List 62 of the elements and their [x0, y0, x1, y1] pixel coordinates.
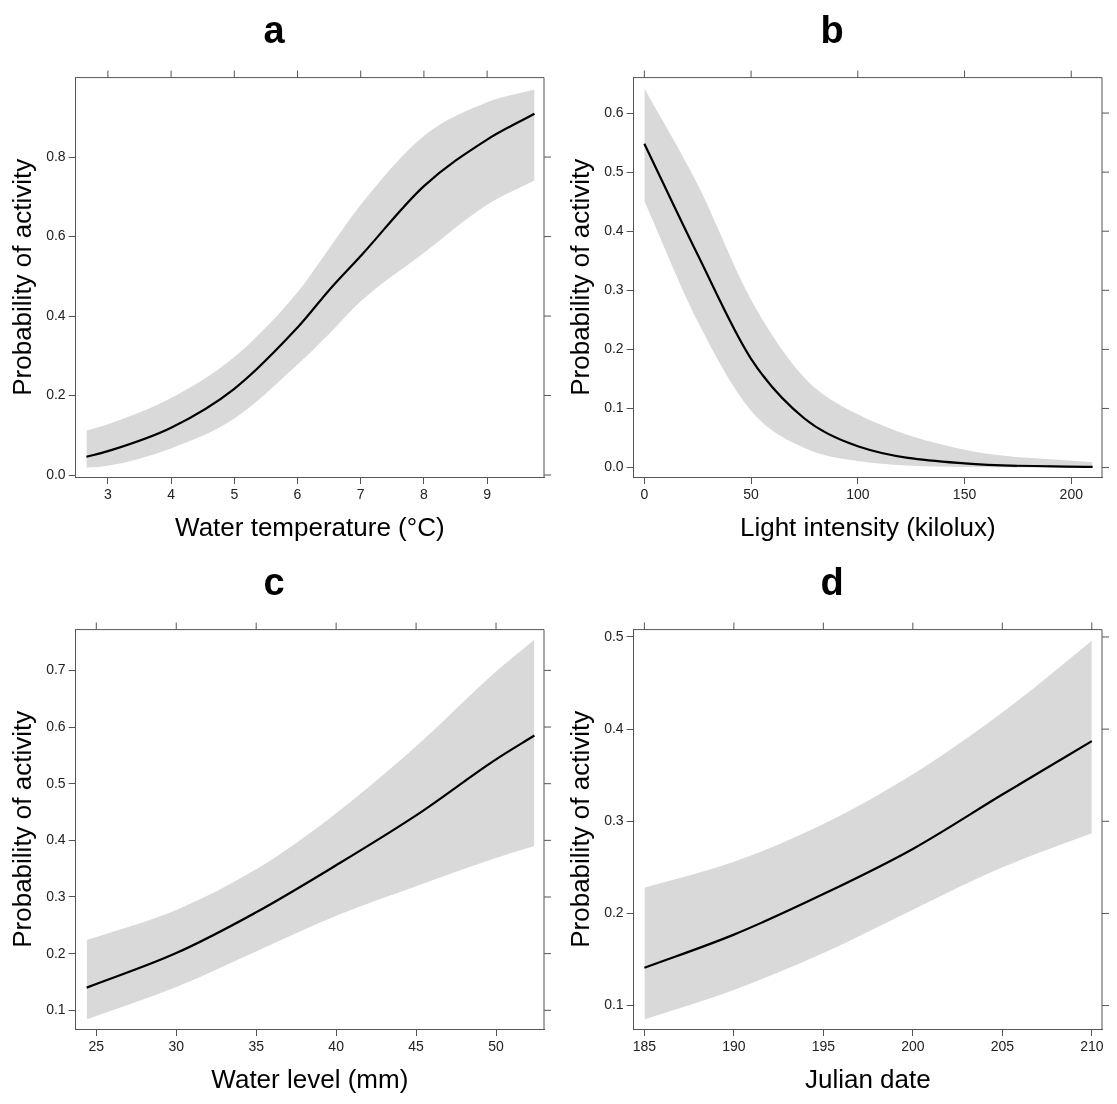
chart-title: d [820, 561, 844, 604]
x-tick-label: 185 [632, 1038, 657, 1055]
line-series [643, 740, 1093, 969]
y-tick-label: 0.2 [46, 944, 66, 961]
x-tick-label: 45 [408, 1038, 425, 1055]
x-tick-label: 25 [88, 1038, 105, 1055]
x-tick-label: 6 [293, 486, 302, 503]
x-axis-title: Water temperature (°C) [175, 511, 445, 542]
y-tick-label: 0.4 [604, 222, 624, 239]
y-tick-label: 0.3 [604, 812, 624, 829]
y-tick-label: 0.0 [604, 458, 624, 475]
x-tick-label: 3 [104, 486, 112, 503]
x-tick-label: 210 [1080, 1038, 1104, 1055]
line-series [85, 734, 536, 989]
y-tick-label: 0.2 [46, 386, 66, 403]
x-tick-label: 205 [990, 1038, 1015, 1055]
y-axis-title: Probability of activity [6, 158, 37, 396]
y-tick-label: 0.2 [604, 340, 624, 357]
y-tick-label: 0.0 [46, 465, 66, 482]
x-tick-label: 8 [420, 486, 429, 503]
x-axis-title: Julian date [804, 1063, 931, 1094]
x-tick-label: 5 [230, 486, 239, 503]
x-tick-label: 35 [248, 1038, 265, 1055]
x-tick-label: 4 [167, 486, 176, 503]
y-tick-label: 0.4 [46, 831, 66, 848]
x-tick-label: 100 [846, 486, 870, 503]
x-axis-title: Light intensity (kilolux) [739, 511, 996, 542]
y-tick-label: 0.4 [46, 306, 66, 323]
x-tick-label: 150 [952, 486, 977, 503]
x-tick-label: 7 [356, 486, 365, 503]
x-tick-label: 9 [483, 486, 492, 503]
x-tick-label: 195 [811, 1038, 836, 1055]
y-tick-label: 0.5 [604, 162, 624, 179]
x-tick-label: 30 [168, 1038, 185, 1055]
y-tick-label: 0.6 [604, 103, 624, 120]
y-tick-label: 0.2 [604, 904, 624, 921]
y-tick-label: 0.1 [604, 996, 624, 1013]
x-tick-label: 50 [743, 486, 760, 503]
chart-title: c [263, 561, 285, 604]
y-axis-title: Probability of activity [564, 158, 595, 396]
y-tick-label: 0.4 [604, 719, 624, 736]
x-tick-label: 200 [1059, 486, 1084, 503]
y-axis-title: Probability of activity [564, 710, 595, 948]
x-tick-label: 0 [640, 486, 649, 503]
y-tick-label: 0.5 [46, 774, 66, 791]
chart-title: a [263, 9, 286, 52]
x-axis-title: Water level (mm) [211, 1063, 409, 1094]
y-axis-title: Probability of activity [6, 710, 37, 948]
y-tick-label: 0.3 [46, 887, 66, 904]
chart-title: b [820, 9, 844, 52]
y-tick-label: 0.6 [46, 717, 66, 734]
y-tick-label: 0.6 [46, 227, 66, 244]
x-tick-label: 190 [722, 1038, 746, 1055]
y-tick-label: 0.3 [604, 281, 624, 298]
y-tick-label: 0.1 [604, 399, 624, 416]
x-tick-label: 40 [328, 1038, 345, 1055]
y-tick-label: 0.1 [46, 1001, 66, 1018]
x-tick-label: 50 [488, 1038, 505, 1055]
y-tick-label: 0.8 [46, 147, 66, 164]
x-tick-label: 200 [901, 1038, 925, 1055]
y-tick-label: 0.7 [46, 661, 66, 678]
y-tick-label: 0.5 [604, 627, 624, 644]
